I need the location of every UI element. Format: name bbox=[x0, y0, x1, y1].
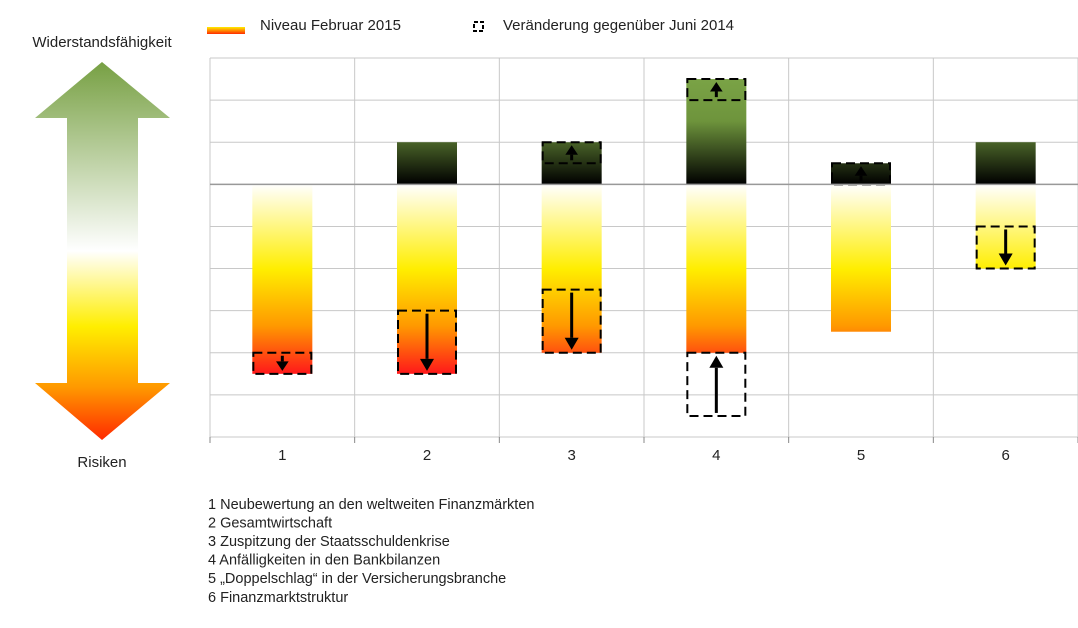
legend-label: Niveau Februar 2015 bbox=[260, 17, 401, 34]
change-box bbox=[975, 225, 1036, 270]
x-tick-label: 2 bbox=[423, 447, 431, 464]
change-box bbox=[831, 162, 891, 186]
footnote: 2 Gesamtwirtschaft bbox=[208, 515, 332, 531]
bar bbox=[831, 184, 891, 332]
footnote: 1 Neubewertung an den weltweiten Finanzm… bbox=[208, 497, 534, 513]
bar bbox=[975, 142, 1036, 185]
change-arrowhead bbox=[998, 253, 1013, 266]
change-arrowhead bbox=[565, 145, 578, 155]
change-box bbox=[252, 351, 313, 375]
change-arrowhead bbox=[710, 82, 723, 92]
change-arrowhead bbox=[709, 355, 724, 368]
x-tick-label: 3 bbox=[567, 447, 575, 464]
bar bbox=[397, 142, 457, 185]
bar bbox=[686, 184, 747, 353]
footnote: 3 Zuspitzung der Staatsschuldenkrise bbox=[208, 534, 450, 550]
x-tick-label: 5 bbox=[857, 447, 865, 464]
change-box bbox=[397, 309, 457, 375]
x-tick-label: 1 bbox=[278, 447, 286, 464]
legend-swatch bbox=[207, 27, 245, 34]
axis-top-label: Widerstandsfähigkeit bbox=[32, 34, 172, 51]
change-arrowhead bbox=[276, 361, 289, 371]
bar bbox=[252, 184, 313, 374]
footnote: 4 Anfälligkeiten in den Bankbilanzen bbox=[208, 553, 440, 569]
axis-arrow bbox=[35, 62, 170, 440]
change-arrowhead bbox=[854, 166, 868, 176]
x-tick-label: 6 bbox=[1001, 447, 1009, 464]
legend-label: Veränderung gegenüber Juni 2014 bbox=[503, 17, 734, 34]
legend-swatch bbox=[473, 21, 484, 32]
change-box bbox=[541, 288, 602, 354]
x-tick-label: 4 bbox=[712, 447, 720, 464]
footnote: 5 „Doppelschlag“ in der Versicherungsbra… bbox=[208, 571, 506, 587]
change-box bbox=[541, 141, 602, 165]
change-arrowhead bbox=[420, 358, 434, 371]
axis-bottom-label: Risiken bbox=[77, 454, 126, 471]
change-box bbox=[686, 351, 747, 417]
footnote: 6 Finanzmarktstruktur bbox=[208, 590, 348, 606]
change-box bbox=[686, 78, 747, 102]
change-arrowhead bbox=[564, 337, 579, 350]
